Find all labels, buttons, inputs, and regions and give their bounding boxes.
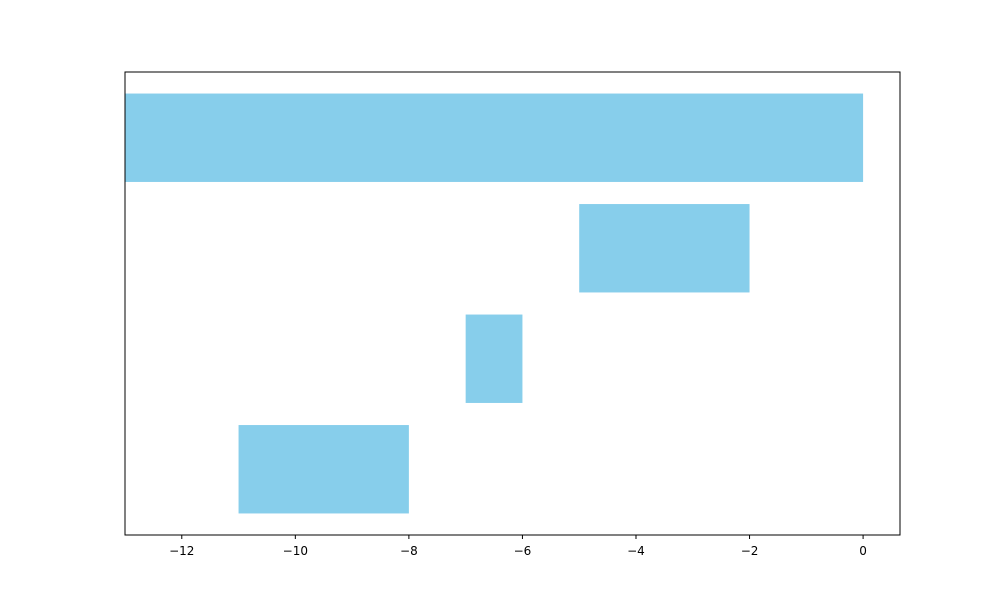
x-tick-label: 0 (859, 544, 867, 558)
x-tick-label: −4 (627, 544, 645, 558)
x-tick-label: −2 (741, 544, 759, 558)
x-tick-label: −10 (283, 544, 308, 558)
bar (238, 425, 409, 514)
plot-frame (124, 71, 901, 536)
x-tick-label: −6 (514, 544, 532, 558)
bar (579, 204, 750, 293)
x-tick-label: −8 (400, 544, 418, 558)
bar (465, 314, 523, 403)
x-tick-label: −12 (169, 544, 194, 558)
bar (125, 93, 864, 182)
